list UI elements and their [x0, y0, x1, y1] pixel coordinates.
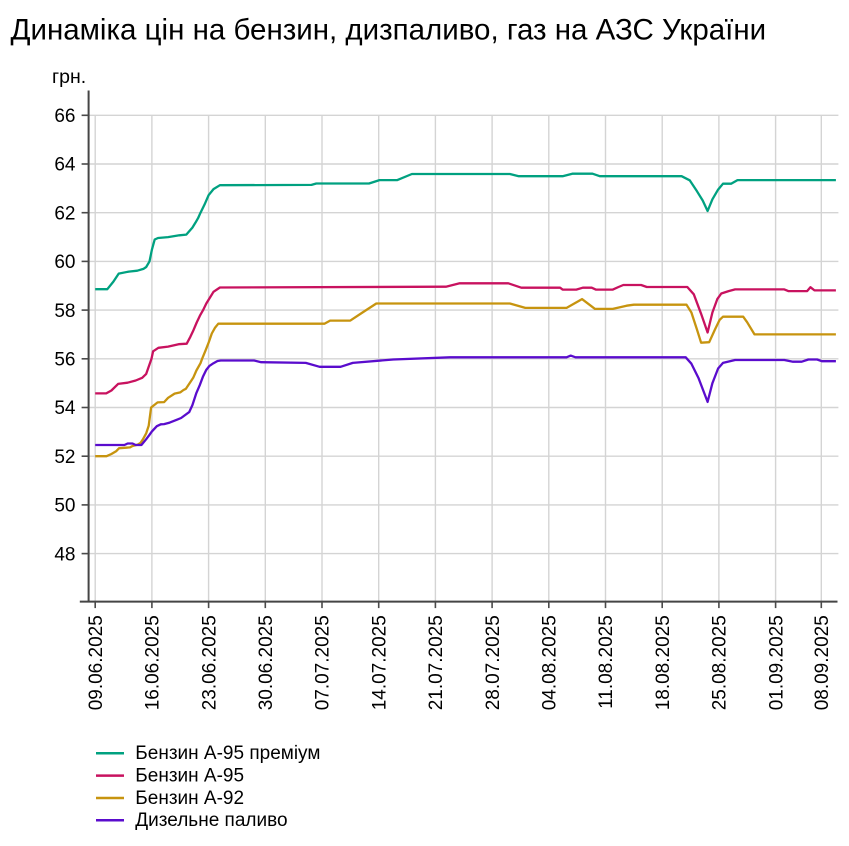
svg-text:25.08.2025: 25.08.2025: [710, 615, 731, 710]
svg-text:56: 56: [54, 350, 75, 371]
svg-text:16.06.2025: 16.06.2025: [143, 615, 164, 710]
svg-text:11.08.2025: 11.08.2025: [596, 615, 617, 709]
svg-text:09.06.2025: 09.06.2025: [86, 615, 107, 710]
svg-text:Бензин А-95: Бензин А-95: [135, 765, 244, 786]
svg-text:Бензин А-92: Бензин А-92: [135, 788, 244, 809]
svg-text:64: 64: [54, 155, 76, 176]
svg-text:18.08.2025: 18.08.2025: [653, 615, 674, 710]
svg-text:48: 48: [54, 544, 75, 565]
svg-text:07.07.2025: 07.07.2025: [313, 615, 334, 710]
svg-text:66: 66: [54, 106, 75, 127]
svg-text:01.09.2025: 01.09.2025: [766, 615, 787, 710]
svg-text:54: 54: [54, 398, 76, 419]
svg-text:58: 58: [54, 301, 75, 322]
svg-text:23.06.2025: 23.06.2025: [199, 615, 220, 710]
svg-text:грн.: грн.: [52, 66, 86, 88]
svg-text:Динаміка цін на бензин, дизпал: Динаміка цін на бензин, дизпаливо, газ н…: [11, 13, 767, 46]
svg-text:08.09.2025: 08.09.2025: [812, 615, 833, 710]
svg-text:04.08.2025: 04.08.2025: [540, 615, 561, 710]
svg-text:60: 60: [54, 252, 75, 273]
svg-text:30.06.2025: 30.06.2025: [256, 615, 277, 710]
svg-text:52: 52: [54, 447, 75, 468]
svg-text:21.07.2025: 21.07.2025: [426, 615, 447, 710]
svg-text:Дизельне паливо: Дизельне паливо: [135, 810, 287, 831]
svg-text:28.07.2025: 28.07.2025: [483, 615, 504, 710]
svg-text:14.07.2025: 14.07.2025: [369, 615, 390, 710]
svg-text:50: 50: [54, 496, 75, 517]
svg-text:Бензин А-95 преміум: Бензин А-95 преміум: [135, 743, 320, 764]
svg-text:62: 62: [54, 203, 75, 224]
